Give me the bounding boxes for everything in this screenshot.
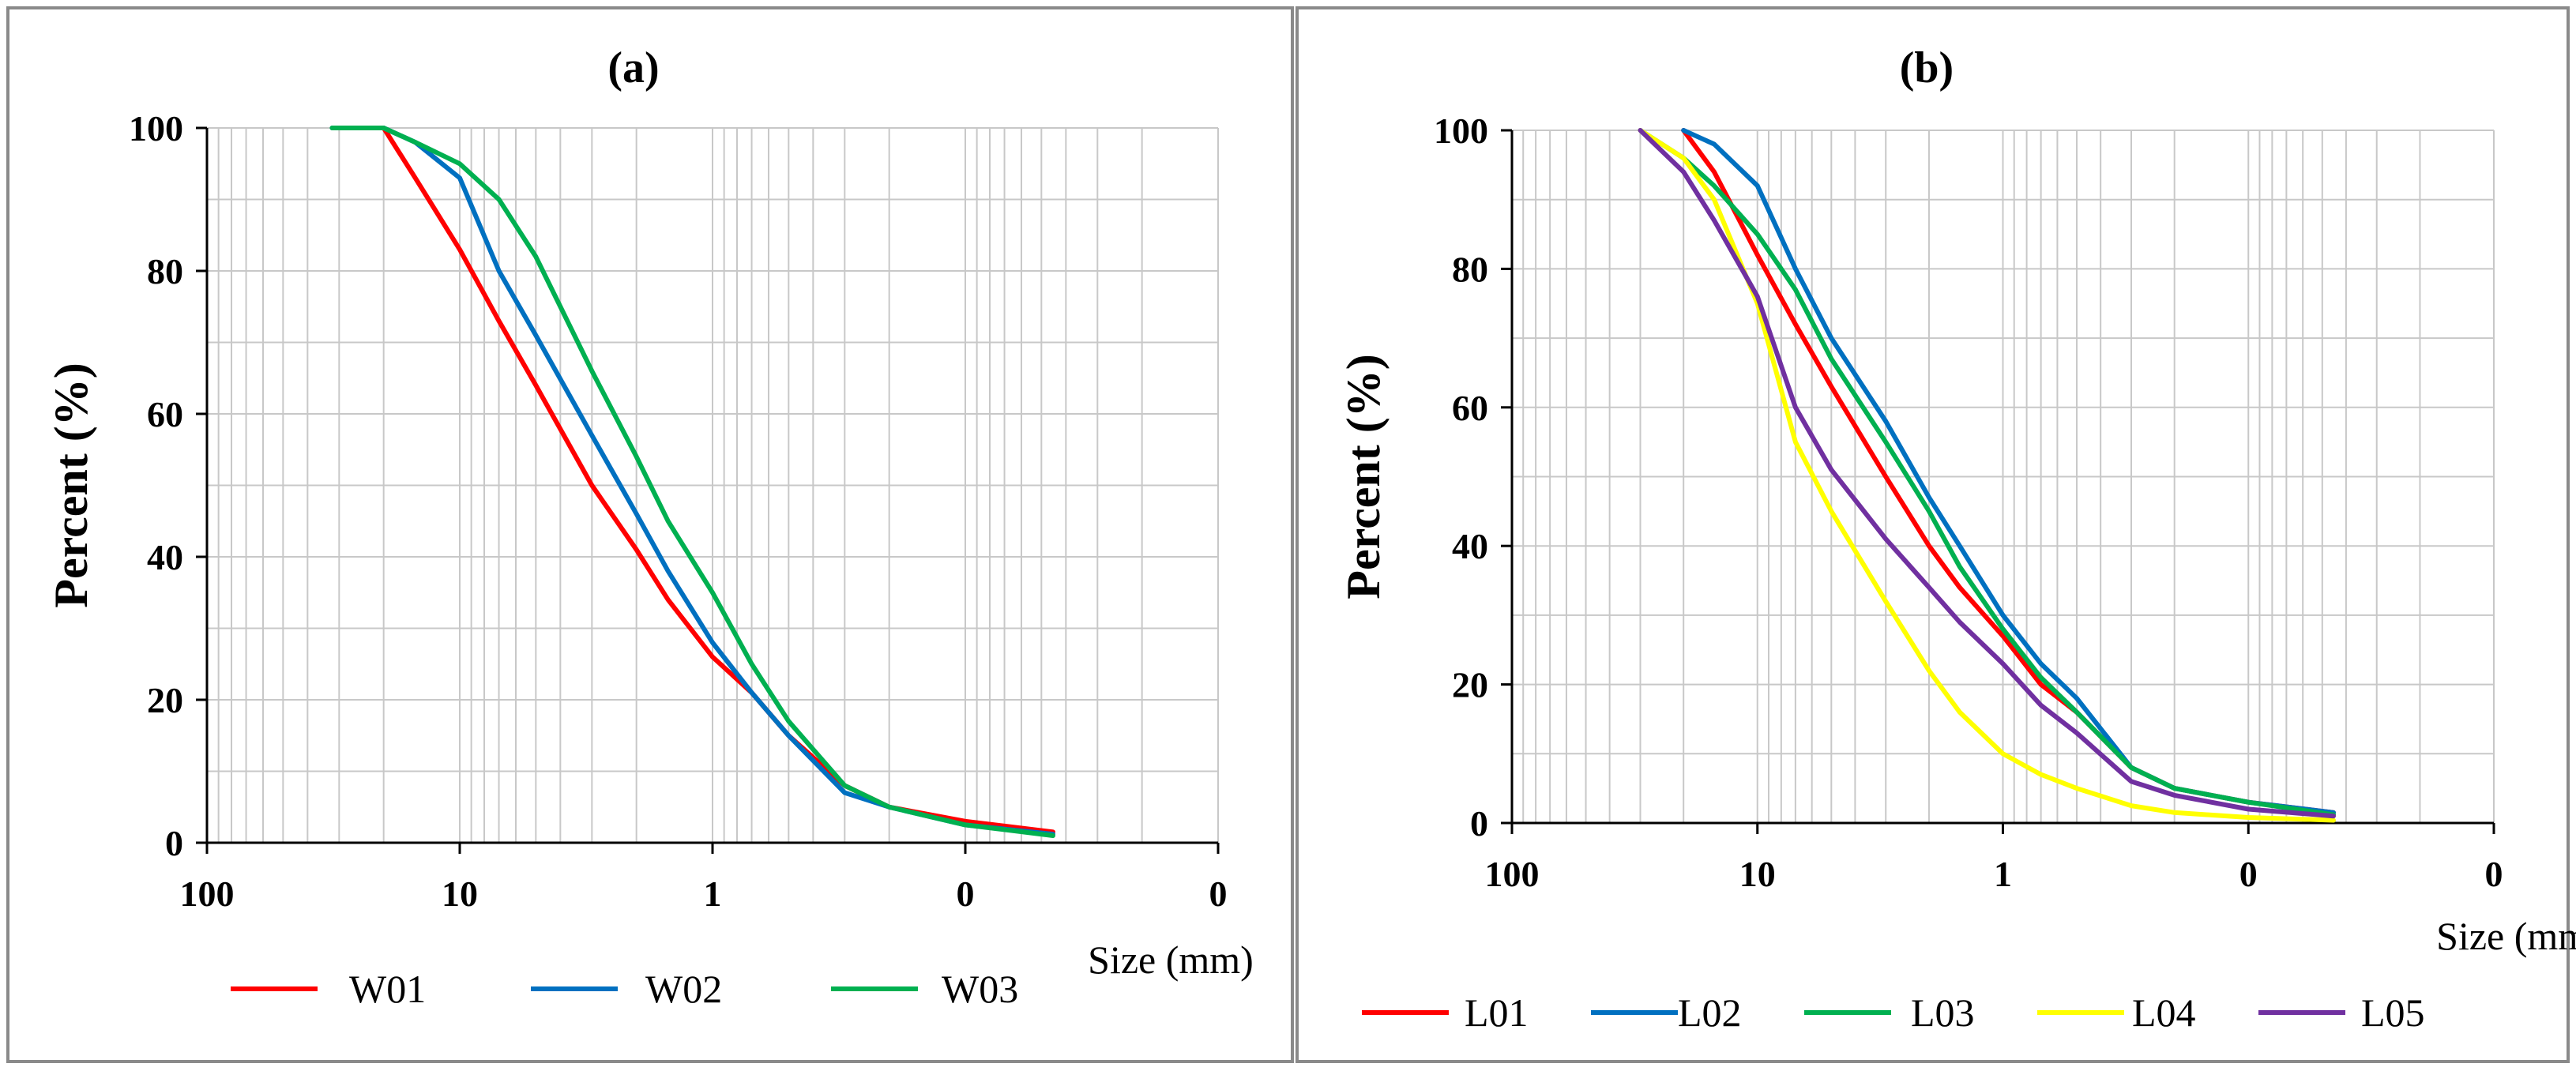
chart-b-y-tick-label: 20 <box>1452 665 1488 705</box>
chart-a-y-tick-label: 80 <box>147 251 183 291</box>
chart-a-x-tick-label: 0 <box>957 874 975 914</box>
chart-a-x-tick-label: 1 <box>704 874 722 914</box>
chart-b-y-tick-label: 40 <box>1452 526 1488 566</box>
chart-a-x-axis-label: Size (mm) <box>1088 938 1254 982</box>
chart-b-x-tick-label: 10 <box>1739 854 1776 894</box>
chart-b-y-tick-label: 0 <box>1470 803 1488 844</box>
chart-a-title: (a) <box>607 43 659 92</box>
chart-b-y-tick-label: 100 <box>1434 111 1488 151</box>
chart-b-y-tick-label: 80 <box>1452 249 1488 289</box>
chart-b-y-axis-label: Percent (%) <box>1337 354 1390 599</box>
chart-a-y-tick-label: 100 <box>129 108 183 148</box>
chart-b-x-tick-label: 100 <box>1485 854 1540 894</box>
chart-b-x-tick-label: 0 <box>2485 854 2503 894</box>
chart-b-legend-label-l05: L05 <box>2361 990 2425 1035</box>
chart-b-legend-label-l03: L03 <box>1911 990 1975 1035</box>
chart-a-y-tick-label: 20 <box>147 680 183 720</box>
chart-a-y-tick-label: 40 <box>147 537 183 577</box>
chart-a-y-axis-label: Percent (%) <box>45 363 97 607</box>
chart-b-legend-label-l02: L02 <box>1678 990 1742 1035</box>
chart-b-y-tick-label: 60 <box>1452 388 1488 428</box>
chart-b-series-l04-line <box>1638 128 2336 823</box>
chart-a-x-tick-label: 0 <box>1209 874 1228 914</box>
chart-a-y-tick-label: 60 <box>147 394 183 434</box>
chart-b-x-tick-label: 0 <box>2239 854 2258 894</box>
chart-a-legend-label-w03: W03 <box>942 967 1018 1011</box>
chart-a-x-tick-label: 10 <box>442 874 478 914</box>
chart-a-series-w02-line <box>329 126 1055 837</box>
chart-b-x-axis-label: Size (mm) <box>2436 914 2576 958</box>
chart-a-legend-label-w01: W01 <box>349 967 426 1011</box>
chart-a-series-w03-line <box>329 126 1055 838</box>
chart-b-series-l03-line <box>1638 128 2336 817</box>
chart-b-series-l05-line <box>1638 128 2336 819</box>
chart-a-x-tick-label: 100 <box>180 874 235 914</box>
chart-b-legend-label-l01: L01 <box>1465 990 1529 1035</box>
chart-panel-b: (b) 0 20 40 60 80 100 100 10 1 0 0 Percent (%) Size (… <box>1296 6 2576 1063</box>
chart-a-legend-label-w02: W02 <box>645 967 722 1011</box>
chart-a-y-tick-label: 0 <box>165 823 183 863</box>
chart-b-gridlines <box>1512 130 2495 824</box>
chart-b-legend-label-l04: L04 <box>2132 990 2196 1035</box>
chart-b-x-tick-label: 1 <box>1994 854 2012 894</box>
chart-panel-a: (a) 0 20 40 60 80 100 100 10 1 0 0 Percent (%) Size (… <box>6 6 1294 1063</box>
chart-a-gridlines <box>207 127 1219 844</box>
chart-b-title: (b) <box>1900 43 1954 92</box>
